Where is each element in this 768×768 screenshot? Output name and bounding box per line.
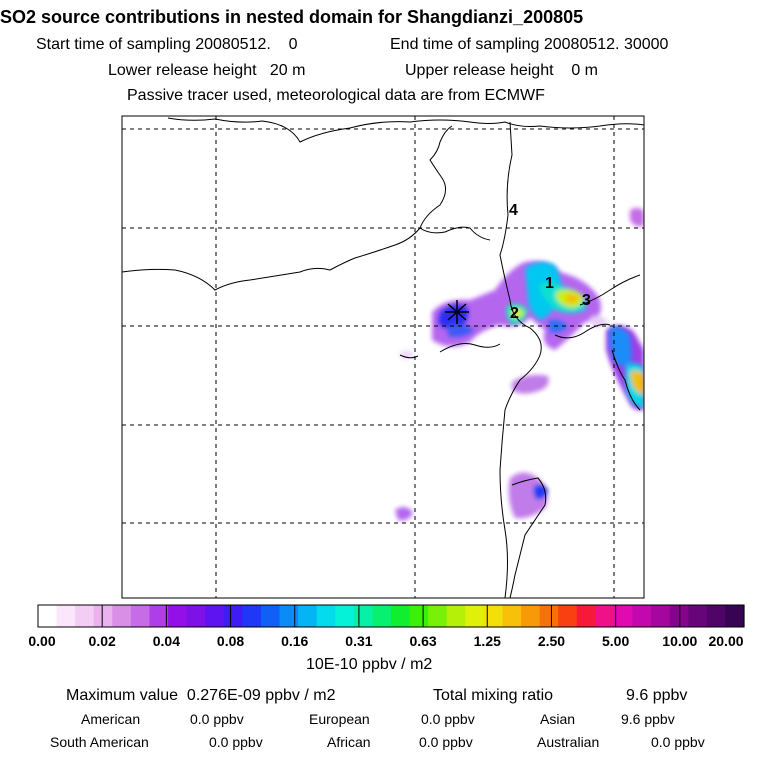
colorbar-cell (149, 605, 169, 627)
coastlines (122, 117, 644, 598)
receptor-star (445, 300, 469, 324)
colorbar-cell (521, 605, 541, 627)
lower-release-label: Lower release height (108, 62, 257, 79)
map-title: SO2 source contributions in nested domai… (0, 7, 584, 27)
upper-release-line: Upper release height 0 m (405, 63, 598, 79)
colorbar-tick-label: 5.00 (602, 633, 630, 649)
colorbar-cell (465, 605, 485, 627)
lower-release-value: 20 m (269, 62, 306, 79)
max-value: 0.276E-09 ppbv / m2 (186, 687, 336, 704)
colorbar-cell (130, 605, 151, 627)
colorbar-cell (391, 605, 411, 627)
colorbar-cell (446, 605, 466, 627)
colorbar-cell (669, 605, 689, 627)
colorbar-tick-label: 10.00 (662, 633, 698, 649)
region-value-south-american: 0.0 ppbv (209, 734, 263, 750)
colorbar-tick-label: 0.63 (409, 633, 437, 649)
map-frame (121, 115, 645, 599)
colorbar-tick-label: 0.00 (28, 633, 56, 649)
region-label-2: 2 (510, 305, 519, 322)
start-time-label: Start time of sampling (36, 36, 191, 53)
colorbar-cell (595, 605, 615, 627)
colorbar-cell (353, 605, 374, 627)
colorbar-cell (316, 605, 336, 627)
colorbar-cell (688, 605, 708, 627)
colorbar-cell (706, 605, 727, 627)
start-time-value: 20080512. (195, 36, 271, 53)
colorbar-cell (372, 605, 392, 627)
region-value-african: 0.0 ppbv (419, 734, 473, 750)
colorbar-cell (632, 605, 652, 627)
colorbar-cell (223, 605, 243, 627)
end-time-label: End time of sampling (390, 36, 540, 53)
colorbar-cell (38, 605, 58, 627)
colorbar-cell (205, 605, 225, 627)
upper-release-value: 0 m (571, 62, 598, 79)
colorbar-tick-label: 2.50 (537, 633, 566, 649)
region-name-american: American (81, 711, 141, 727)
tracer-note: Passive tracer used, meteorological data… (127, 87, 545, 104)
colorbar-cell (428, 605, 448, 627)
colorbar-cell (242, 605, 262, 627)
colorbar-tick-label: 0.08 (216, 633, 245, 649)
colorbar-cell (112, 605, 132, 627)
colorbar-cell (186, 605, 206, 627)
colorbar-cell (576, 605, 596, 627)
region-value-european: 0.0 ppbv (421, 711, 475, 727)
colorbar (37, 604, 745, 628)
colorbar-cell (168, 605, 188, 627)
colorbar-cell (260, 605, 281, 627)
plume-hotspots (438, 262, 644, 499)
region-name-australian: Australian (537, 734, 600, 750)
colorbar-cell (409, 605, 429, 627)
colorbar-cell (613, 605, 634, 627)
colorbar-cell (93, 605, 113, 627)
colorbar-dividers (101, 605, 681, 627)
total-mixing-value: 9.6 ppbv (626, 687, 688, 704)
region-value-asian: 9.6 ppbv (621, 711, 675, 727)
colorbar-tick-label: 1.25 (473, 633, 501, 649)
start-time-value-2: 0 (288, 36, 298, 53)
end-time-value: 20080512. 30000 (543, 36, 669, 53)
colorbar-cell (56, 605, 76, 627)
colorbar-tick-label: 0.02 (88, 633, 116, 649)
colorbar-cell (725, 605, 745, 627)
region-name-african: African (327, 734, 371, 750)
region-label-1: 1 (545, 275, 554, 292)
end-time-line: End time of sampling 20080512. 30000 (390, 37, 668, 53)
colorbar-cell (335, 605, 355, 627)
colorbar-frame (37, 604, 745, 628)
max-value-line: Maximum value 0.276E-09 ppbv / m2 (66, 688, 335, 704)
start-time-line: Start time of sampling 20080512. 0 (36, 37, 298, 53)
colorbar-cells (38, 605, 745, 627)
lower-release-line: Lower release height 20 m (108, 63, 305, 79)
region-label-4: 4 (509, 202, 518, 219)
colorbar-units: 10E-10 ppbv / m2 (306, 656, 433, 673)
colorbar-cell (298, 605, 318, 627)
colorbar-cell (75, 605, 95, 627)
region-name-asian: Asian (540, 711, 576, 727)
colorbar-cell (502, 605, 522, 627)
total-mixing-label: Total mixing ratio (433, 687, 554, 704)
colorbar-cell (483, 605, 504, 627)
upper-release-label: Upper release height (405, 62, 554, 79)
region-name-european: European (309, 711, 370, 727)
region-label-3: 3 (582, 292, 591, 309)
colorbar-cell (651, 605, 671, 627)
colorbar-tick-label: 0.16 (281, 633, 309, 649)
colorbar-tick-label: 0.04 (152, 633, 180, 649)
max-value-label: Maximum value (66, 687, 179, 704)
region-value-american: 0.0 ppbv (190, 711, 244, 727)
region-name-south-american: South American (50, 734, 149, 750)
grid-lines (122, 116, 644, 598)
colorbar-cell (558, 605, 578, 627)
colorbar-cell (279, 605, 299, 627)
colorbar-cell (539, 605, 559, 627)
colorbar-tick-label: 20.00 (708, 633, 744, 649)
colorbar-tick-label: 0.31 (345, 633, 373, 649)
region-value-australian: 0.0 ppbv (651, 734, 705, 750)
